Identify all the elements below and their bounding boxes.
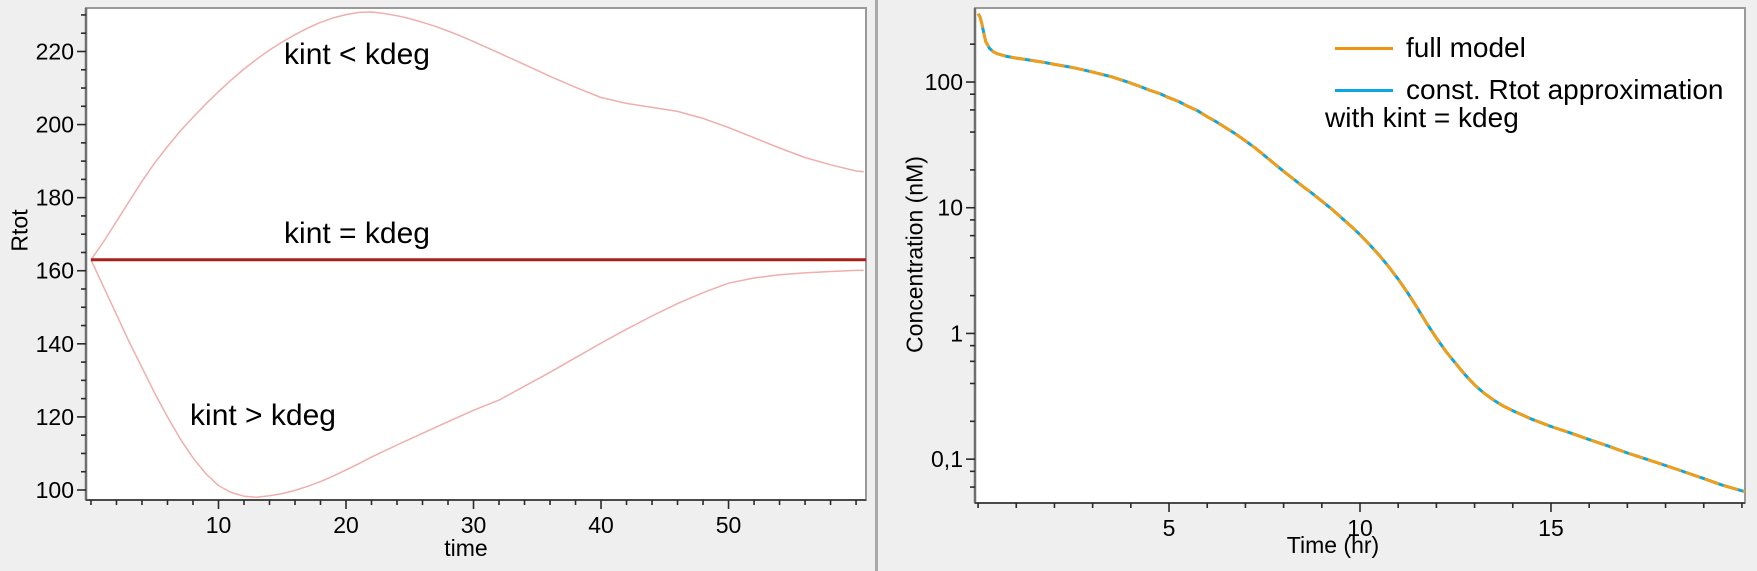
rtot-chart-canvas: 10 20 30 40 50 100 120 140 160 180 200 220 [36,7,867,538]
ticks [77,14,857,509]
series-group [976,12,1745,494]
right-y-axis-label: Concentration (nM) [901,156,928,353]
annotation-kint-lt-kdeg: kint < kdeg [284,38,430,71]
tick-labels: 10 20 30 40 50 100 120 140 160 180 200 220 [36,38,742,538]
panel-divider [875,0,878,571]
x-tick-label: 40 [588,512,614,538]
ticks [966,43,1743,512]
tick-labels: 5 10 15 100 10 1 0,1 [925,69,1564,541]
legend-item-full-model: full model [1335,30,1724,66]
full-model-line-swatch [1335,46,1393,50]
y-tick-label: 180 [36,185,74,211]
x-tick-label: 30 [461,512,487,538]
y-tick-label: 140 [36,331,74,357]
right-x-axis-label: Time (hr) [1286,532,1380,558]
x-tick-label: 50 [716,512,742,538]
series-group [90,11,866,499]
const-rtot-line-swatch [1335,88,1393,92]
y-tick-label: 10 [937,195,963,221]
legend-item-const-rtot: const. Rtot approximation [1335,72,1724,108]
concentration-panel: 5 10 15 100 10 1 0,1 Concentration (nM) Time (… [878,0,1757,571]
y-tick-label: 100 [36,477,74,503]
x-tick-label: 15 [1538,515,1564,541]
y-tick-label: 200 [36,112,74,138]
x-tick-label: 10 [1347,515,1373,541]
legend-label-const-rtot: const. Rtot approximation [1406,74,1724,105]
y-tick-label: 160 [36,258,74,284]
rtot-panel: 10 20 30 40 50 100 120 140 160 180 200 220 Rtot tim… [0,0,875,571]
y-tick-label: 0,1 [931,446,963,472]
left-x-axis-label: time [444,535,488,561]
legend-label-full-model: full model [1406,32,1526,63]
y-tick-label: 100 [925,69,963,95]
legend: full model const. Rtot approximation [1335,30,1724,108]
y-tick-label: 1 [950,320,963,346]
y-tick-label: 120 [36,404,74,430]
x-tick-label: 10 [206,512,232,538]
plot-box [85,7,867,501]
series-kint-kdeg [90,259,864,499]
annotation-kint-eq-kdeg: kint = kdeg [284,217,430,250]
y-tick-label: 220 [36,38,74,64]
legend-note: with kint = kdeg [1325,102,1519,133]
series-kint-kdeg [90,11,864,261]
annotation-kint-gt-kdeg: kint > kdeg [190,399,336,432]
left-y-axis-label: Rtot [6,209,33,252]
x-tick-label: 5 [1163,515,1176,541]
series-full-model [976,12,1745,494]
x-tick-label: 20 [333,512,359,538]
